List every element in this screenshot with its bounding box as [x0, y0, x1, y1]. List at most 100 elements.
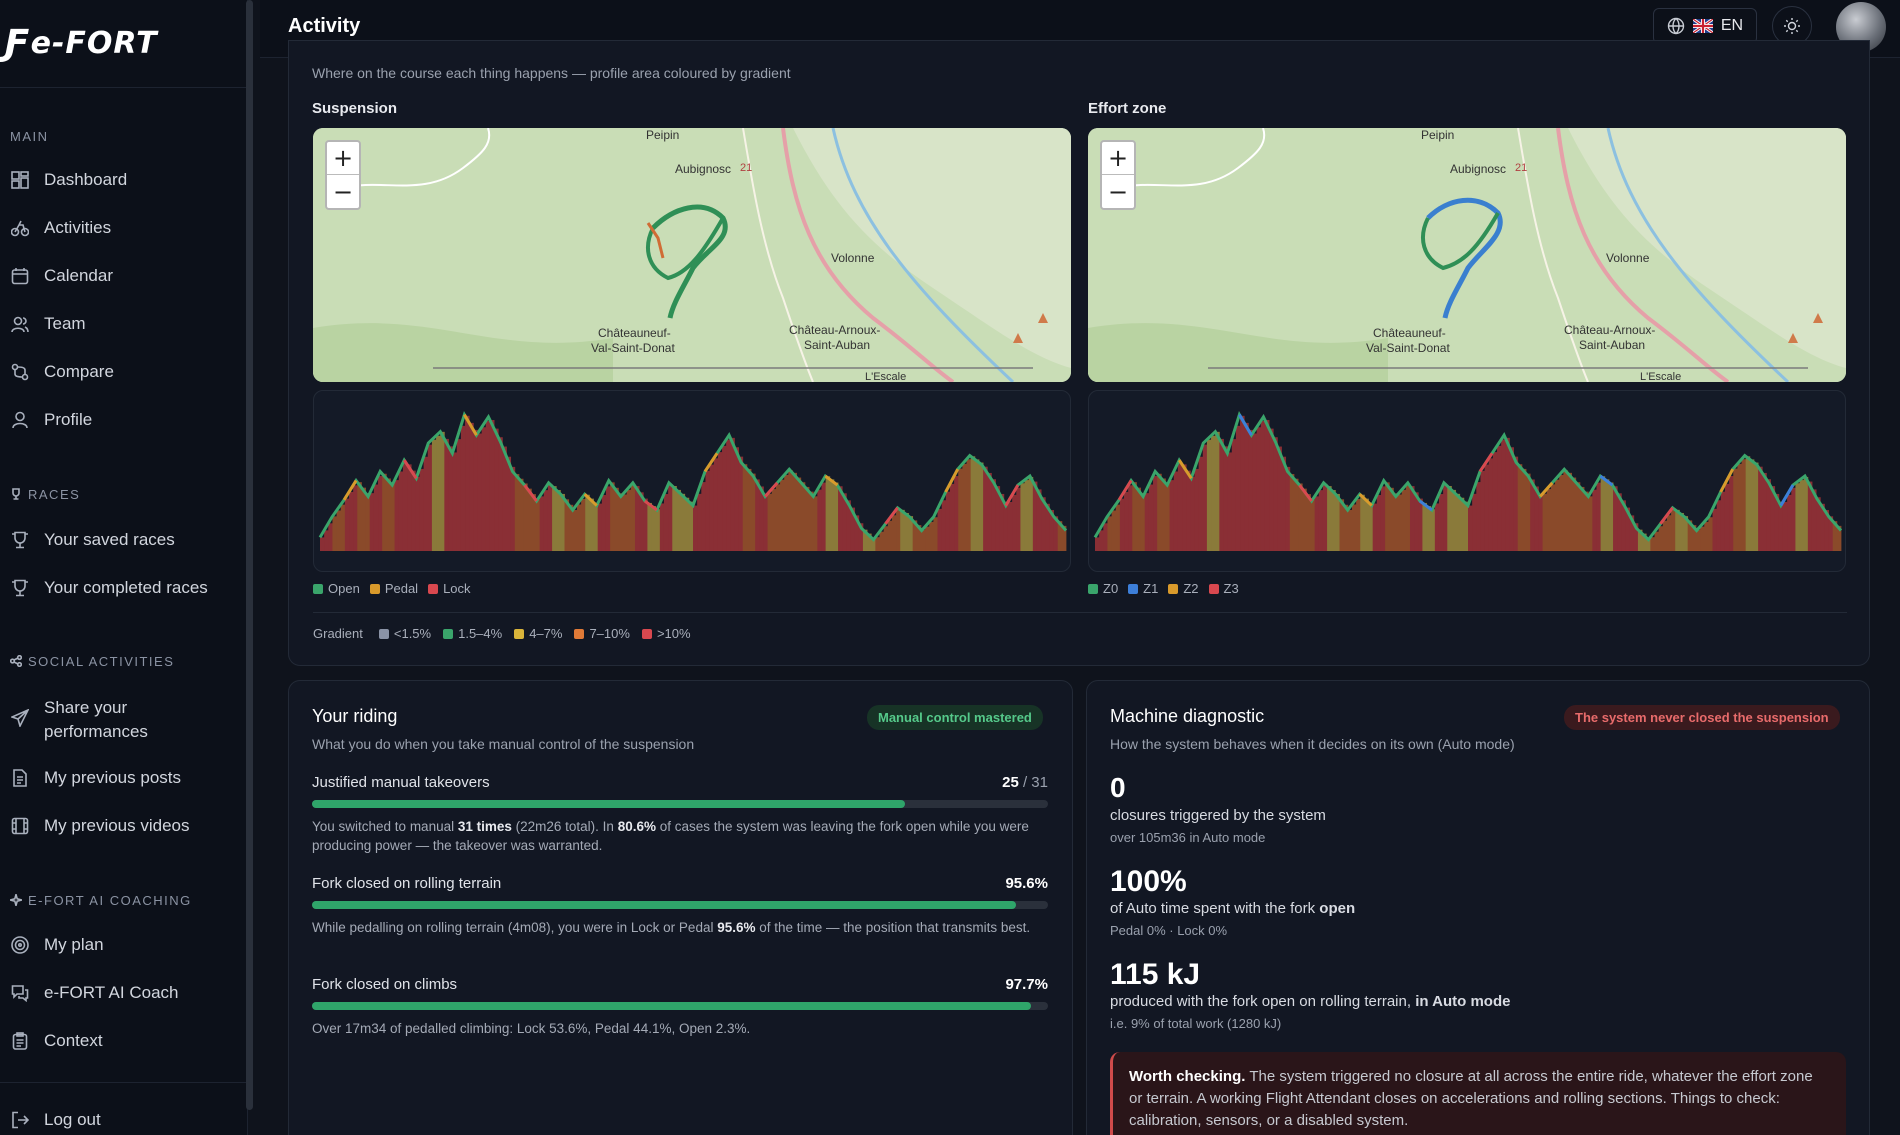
profile-bar — [792, 472, 798, 551]
sidebar-item-dashboard[interactable]: Dashboard — [0, 170, 240, 190]
profile-segment — [1599, 474, 1614, 487]
profile-bar — [502, 446, 507, 551]
profile-bar — [854, 515, 860, 551]
zoom-in-button[interactable]: + — [1102, 142, 1134, 175]
metric-value: 95.6% — [1005, 875, 1048, 892]
profile-bar — [883, 526, 889, 551]
map-label: Châteauneuf- — [598, 326, 671, 340]
profile-bar — [838, 486, 843, 551]
sidebar-item-my-plan[interactable]: My plan — [0, 935, 240, 955]
profile-bar — [494, 428, 499, 551]
sidebar-item-saved-races[interactable]: Your saved races — [0, 530, 240, 550]
sidebar-item-label: e-FORT AI Coach — [44, 983, 179, 1002]
profile-bar — [1177, 462, 1183, 551]
profile-bar — [1476, 482, 1481, 551]
sidebar-item-previous-posts[interactable]: My previous posts — [0, 768, 240, 788]
profile-bar — [1472, 493, 1477, 551]
profile-bar — [394, 480, 400, 551]
diagnostic-title: Machine diagnostic — [1110, 706, 1265, 726]
profile-bar — [1409, 486, 1415, 551]
profile-bar — [1103, 523, 1108, 551]
profile-bar — [1542, 493, 1548, 551]
stat-value: 0 — [1110, 772, 1126, 803]
profile-bar — [1302, 488, 1307, 551]
progress-fill — [312, 1002, 1032, 1010]
profile-bar — [1393, 493, 1398, 551]
profile-bar — [1215, 431, 1220, 551]
sidebar-item-activities[interactable]: Activities — [0, 218, 240, 238]
legend-item: >10% — [641, 626, 691, 641]
app-logo[interactable]: Ƒ e-FORT — [0, 0, 247, 88]
language-selector[interactable]: EN — [1653, 8, 1757, 44]
profile-bar — [759, 486, 764, 551]
profile-segment — [944, 468, 960, 493]
effort-profile-chart — [1088, 390, 1846, 572]
globe-icon — [1667, 17, 1685, 35]
profile-bar — [825, 476, 831, 551]
diagnostic-subtitle: How the system behaves when it decides o… — [1110, 736, 1515, 752]
zoom-in-button[interactable]: + — [327, 142, 359, 175]
profile-bar — [1223, 446, 1229, 551]
profile-segment — [1358, 493, 1373, 507]
profile-bar — [920, 529, 926, 551]
sidebar-item-profile[interactable]: Profile — [0, 410, 240, 430]
profile-bar — [867, 533, 872, 551]
sidebar-item-compare[interactable]: Compare — [0, 362, 240, 382]
profile-bar — [809, 491, 814, 551]
profile-bar — [585, 494, 590, 551]
suspension-map[interactable]: Peipin Aubignosc 21 Volonne Châteauneuf-… — [313, 128, 1071, 382]
profile-bar — [605, 486, 611, 551]
profile-bar — [1782, 501, 1788, 551]
effort-map[interactable]: Peipin Aubignosc 21 Volonne Châteauneuf-… — [1088, 128, 1846, 382]
profile-bar — [1136, 487, 1141, 551]
profile-bar — [1252, 433, 1258, 551]
logout-button[interactable]: Log out — [0, 1110, 240, 1130]
sidebar-item-previous-videos[interactable]: My previous videos — [0, 816, 240, 836]
profile-bar — [900, 509, 905, 551]
sidebar-item-completed-races[interactable]: Your completed races — [0, 578, 240, 598]
profile-bar — [1579, 486, 1585, 551]
compare-icon — [10, 362, 30, 382]
map-label: Volonne — [831, 251, 875, 265]
sidebar-item-share[interactable]: Share your performances — [0, 696, 240, 744]
profile-segment — [1478, 452, 1494, 473]
profile-bar — [373, 484, 379, 551]
profile-bar — [879, 531, 885, 551]
profile-bar — [1182, 464, 1187, 551]
profile-bar — [336, 510, 342, 551]
profile-bar — [514, 474, 520, 551]
profile-bar — [1807, 481, 1813, 551]
profile-bar — [862, 529, 868, 551]
profile-bar — [949, 483, 955, 551]
profile-bar — [324, 530, 329, 551]
profile-bar — [1596, 482, 1602, 551]
profile-bar — [469, 422, 474, 551]
sidebar-item-context[interactable]: Context — [0, 1031, 240, 1051]
profile-bar — [1811, 489, 1817, 551]
sidebar-scrollbar[interactable] — [246, 0, 253, 1110]
sidebar-item-calendar[interactable]: Calendar — [0, 266, 240, 286]
trophy-icon — [12, 488, 20, 500]
profile-bar — [1567, 472, 1573, 551]
sidebar-item-ai-coach[interactable]: e-FORT AI Coach — [0, 983, 240, 1003]
progress-bar — [312, 1002, 1048, 1010]
profile-bar — [709, 464, 715, 551]
profile-bar — [1240, 415, 1245, 551]
profile-bar — [1190, 476, 1195, 551]
profile-bar — [858, 523, 864, 551]
profile-bar — [1285, 466, 1291, 551]
sidebar-item-label: Activities — [44, 218, 112, 237]
profile-bar — [995, 486, 1001, 551]
sidebar-item-team[interactable]: Team — [0, 314, 240, 334]
profile-bar — [340, 504, 346, 551]
profile-bar — [332, 516, 337, 551]
zoom-out-button[interactable]: − — [332, 177, 354, 206]
map-tiles — [313, 128, 1071, 382]
profile-bar — [730, 437, 735, 551]
profile-bar — [1675, 509, 1680, 551]
profile-segment — [643, 499, 658, 512]
suspension-profile-chart — [313, 390, 1071, 572]
zoom-out-button[interactable]: − — [1107, 177, 1129, 206]
trophy-icon — [10, 578, 30, 598]
profile-bar — [518, 478, 524, 551]
